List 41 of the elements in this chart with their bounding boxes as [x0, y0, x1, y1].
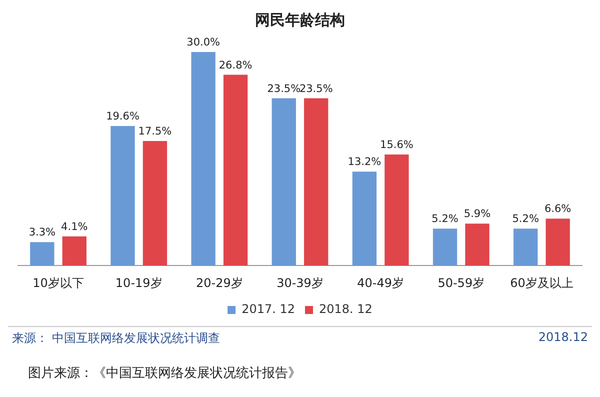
data-label: 3.3%: [28, 226, 56, 239]
bar: [384, 154, 409, 266]
bar: [62, 236, 86, 266]
bar: [30, 242, 54, 266]
data-label: 15.6%: [380, 139, 414, 152]
source-note: 来源： 中国互联网络发展状况统计调查: [12, 330, 220, 347]
data-label: 6.6%: [544, 203, 572, 216]
data-label: 4.1%: [61, 220, 88, 233]
data-label: 5.2%: [512, 213, 539, 226]
bar: [352, 172, 377, 266]
x-tick-label: 20-29岁: [196, 276, 243, 290]
x-tick-label: 10-19岁: [115, 276, 162, 290]
legend-label: 2018. 12: [319, 302, 372, 316]
data-label: 23.5%: [299, 82, 333, 95]
bar: [142, 141, 168, 266]
bar: [465, 224, 490, 266]
bar: [546, 218, 570, 266]
data-label: 19.6%: [106, 110, 140, 123]
data-label: 30.0%: [186, 36, 220, 48]
text: 2018.12: [538, 330, 588, 346]
data-label: 26.8%: [218, 59, 252, 72]
bar: [514, 228, 538, 266]
x-tick-label: 30-39岁: [276, 276, 324, 290]
bar: [110, 126, 135, 266]
legend-label: 2017. 12: [242, 302, 295, 316]
data-label: 23.5%: [267, 82, 301, 95]
bar: [223, 74, 248, 266]
x-tick-label: 50-59岁: [438, 276, 485, 290]
data-label: 17.5%: [138, 125, 172, 138]
bar: [272, 98, 296, 266]
x-tick-label: 40-49岁: [357, 276, 404, 290]
chart-title: 网民年龄结构: [255, 10, 345, 29]
x-tick-label: 10岁以下: [32, 276, 84, 290]
text: 图片来源：《中国互联网络发展状况统计报告》: [27, 365, 302, 382]
bar: [191, 52, 216, 266]
data-label: 5.9%: [464, 208, 491, 220]
bar: [432, 228, 458, 266]
bar: [304, 98, 328, 266]
x-tick-label: 60岁及以上: [510, 276, 574, 290]
data-label: 13.2%: [348, 156, 382, 168]
data-label: 5.2%: [432, 213, 458, 226]
